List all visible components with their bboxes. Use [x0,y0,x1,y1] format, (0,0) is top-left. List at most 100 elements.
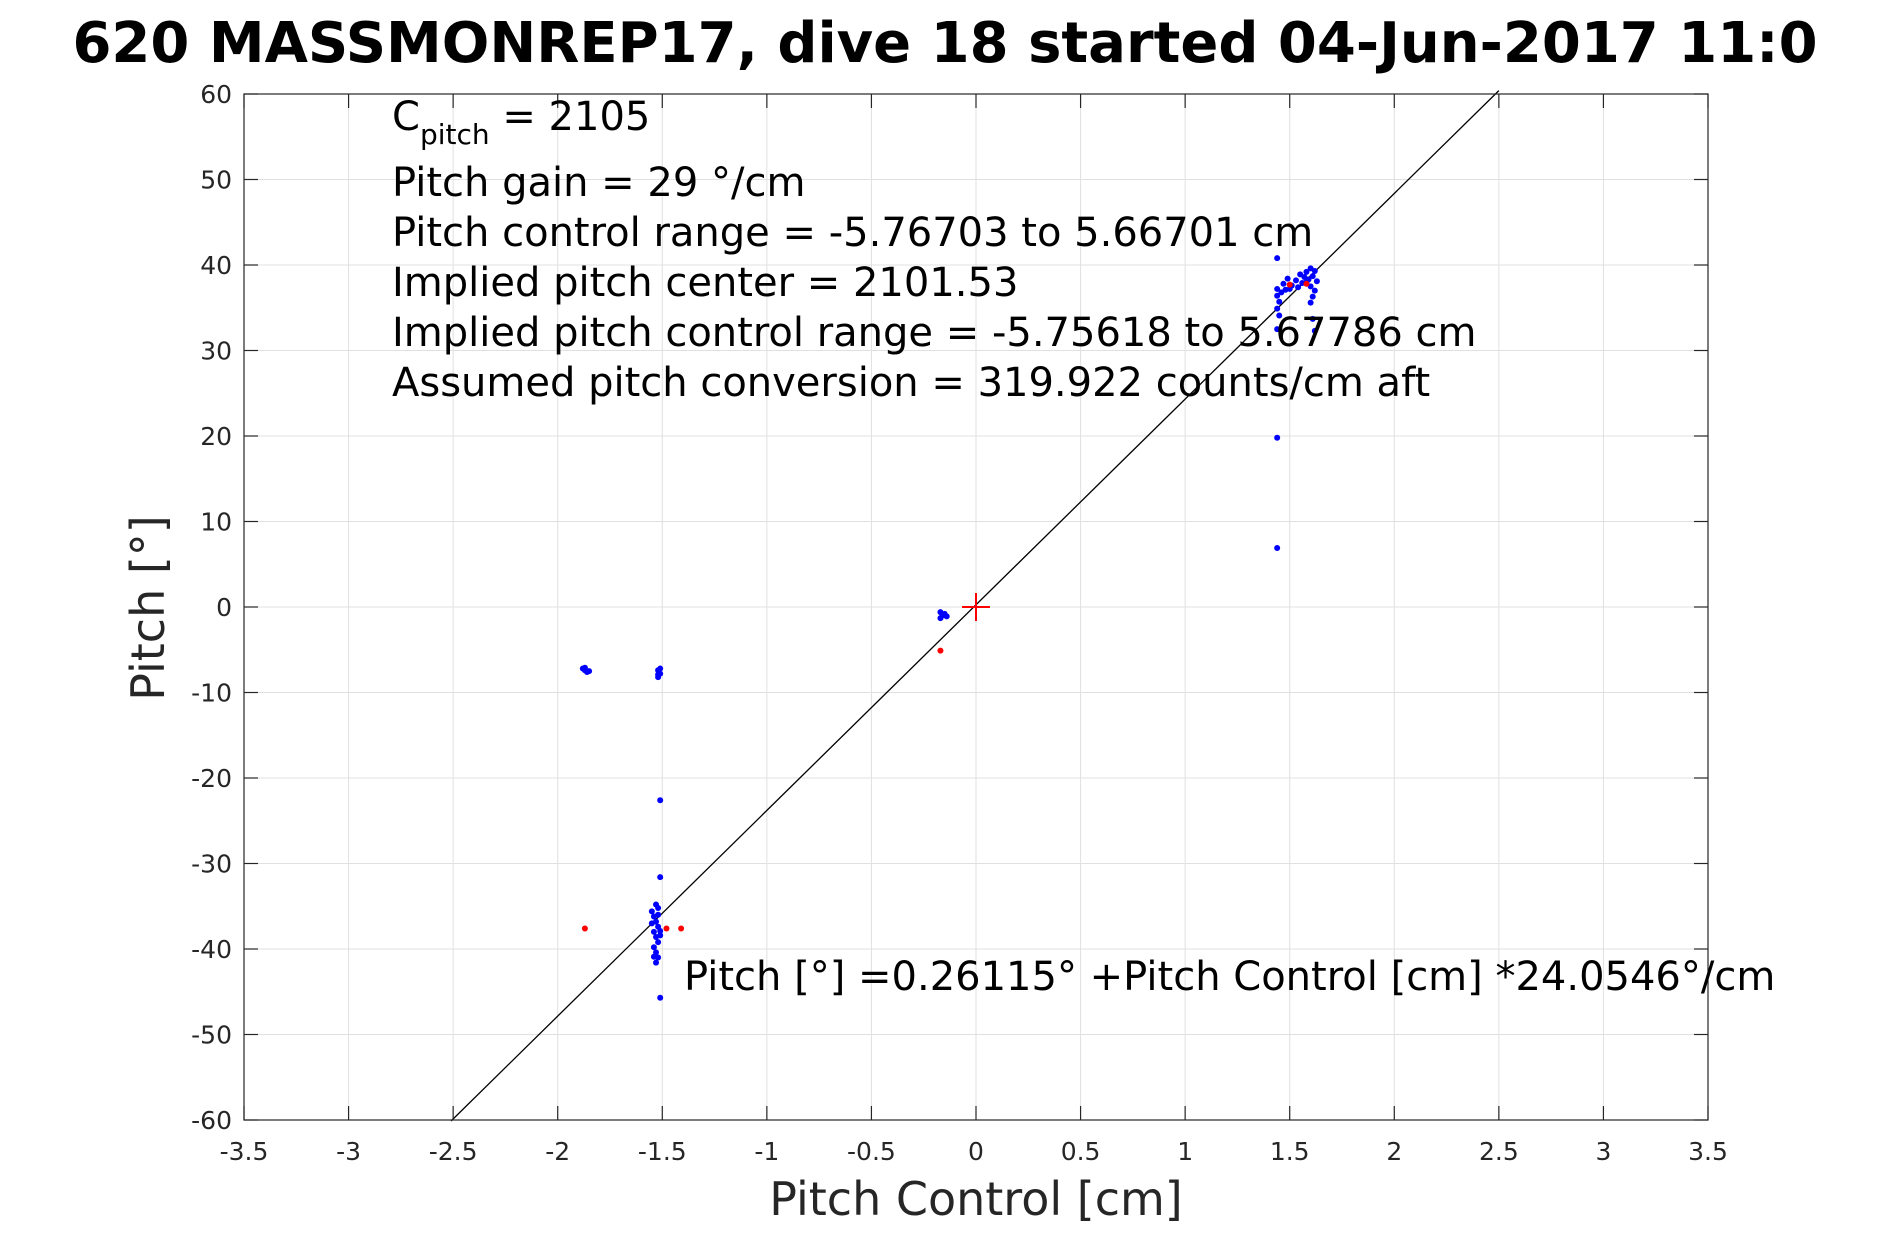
y-tick-label: -30 [191,850,232,879]
y-tick-label: 40 [200,251,232,280]
red-data-point [581,925,588,932]
x-tick-label: -2.5 [429,1137,478,1166]
y-axis-label: Pitch [°] [121,515,175,701]
annotation-block: Cpitch = 2105 Pitch gain = 29 °/cm Pitch… [392,94,1476,406]
blue-data-point [657,932,664,939]
blue-data-point [1313,278,1320,285]
blue-data-point [657,928,664,935]
y-tick-label: -10 [191,679,232,708]
blue-data-point [1309,293,1316,300]
x-axis-label: Pitch Control [cm] [769,1172,1183,1226]
blue-data-point [655,911,662,918]
annotation-pitch-conversion: Assumed pitch conversion = 319.922 count… [392,360,1430,406]
x-tick-label: 2 [1386,1137,1402,1166]
blue-data-point [648,908,655,915]
blue-data-point [1295,284,1302,291]
annotation-pitch-control-range: Pitch control range = -5.76703 to 5.6670… [392,210,1313,256]
annotation-pitch-gain: Pitch gain = 29 °/cm [392,160,805,206]
blue-data-point [1276,312,1283,319]
y-tick-labels: -60 -50 -40 -30 -20 -10 0 10 20 30 40 50 60 [191,80,232,1135]
annotation-c-pitch: Cpitch = 2105 [392,94,650,151]
x-tick-label: 0.5 [1061,1137,1101,1166]
blue-data-point [1311,327,1318,334]
blue-data-point [1274,292,1281,299]
blue-data-point [1274,255,1281,262]
annotation-implied-pitch-center: Implied pitch center = 2101.53 [392,260,1018,306]
blue-data-point [943,613,950,620]
blue-data-point [657,994,664,1001]
blue-data-point [1309,315,1316,322]
blue-data-point [657,874,664,881]
x-tick-labels: -3.5 -3 -2.5 -2 -1.5 -1 -0.5 0 0.5 1 1.5 2 2.5 3 3.5 [220,1137,1728,1166]
annotation-implied-control-range: Implied pitch control range = -5.75618 t… [392,310,1476,356]
x-tick-label: -1 [754,1137,779,1166]
blue-data-point [1276,298,1283,305]
blue-data-point [650,953,657,960]
y-tick-label: -50 [191,1021,232,1050]
fit-line-layer [450,90,1500,1122]
y-tick-label: 30 [200,337,232,366]
blue-data-point [1307,299,1314,306]
blue-data-point [657,665,664,672]
fit-line [450,90,1500,1122]
y-tick-label: -20 [191,764,232,793]
zero-plus-marker [962,593,990,621]
c-pitch-symbol: C [392,94,420,140]
chart-title: 620 MASSMONREP17, dive 18 started 04-Jun… [72,11,1817,76]
x-tick-label: 0 [968,1137,984,1166]
red-data-point [1286,281,1293,288]
blue-data-point [1274,326,1281,333]
x-tick-label: 1.5 [1270,1137,1310,1166]
x-tick-label: 2.5 [1479,1137,1519,1166]
x-tick-label: -2 [545,1137,570,1166]
blue-data-point [1292,277,1299,284]
y-tick-label: 10 [200,508,232,537]
red-data-point [937,647,944,654]
blue-data-point [1309,273,1316,280]
blue-data-point [650,944,657,951]
blue-data-point [581,664,588,671]
blue-data-point [937,615,944,622]
blue-data-point [1311,287,1318,294]
x-tick-label: 3.5 [1688,1137,1728,1166]
blue-data-point [1282,286,1289,293]
blue-data-point [1274,285,1281,292]
y-tick-label: 60 [200,80,232,109]
y-tick-label: 20 [200,422,232,451]
blue-data-point [586,668,593,675]
c-pitch-subscript: pitch [420,118,490,151]
blue-data-point [1284,275,1291,282]
blue-data-point [655,671,662,678]
annotation-fit-equation: Pitch [°] =0.26115° +Pitch Control [cm] … [684,954,1775,1000]
x-tick-label: -0.5 [847,1137,896,1166]
blue-data-point [1280,280,1287,287]
blue-data-point [1274,545,1281,552]
tick-marks [243,93,1709,1121]
blue-data-point [657,797,664,804]
blue-data-point [650,928,657,935]
x-tick-label: 3 [1595,1137,1611,1166]
blue-data-point [648,920,655,927]
red-data-point [678,925,685,932]
x-tick-label: 1 [1177,1137,1193,1166]
grid-lines [243,93,1709,1121]
c-pitch-value: = 2105 [490,94,651,140]
blue-data-point [1311,267,1318,274]
x-tick-label: -3 [336,1137,361,1166]
y-tick-label: 0 [216,593,232,622]
data-points [579,255,1320,1001]
blue-data-point [1274,305,1281,312]
x-tick-label: -3.5 [220,1137,269,1166]
red-data-point [1303,280,1310,287]
y-tick-label: -40 [191,935,232,964]
blue-data-point [1303,268,1310,275]
blue-data-point [655,939,662,946]
blue-data-point [653,959,660,966]
blue-data-point [1274,434,1281,441]
blue-data-point [655,904,662,911]
red-data-point [663,925,670,932]
y-tick-label: 50 [200,166,232,195]
x-tick-label: -1.5 [638,1137,687,1166]
y-tick-label: -60 [191,1106,232,1135]
